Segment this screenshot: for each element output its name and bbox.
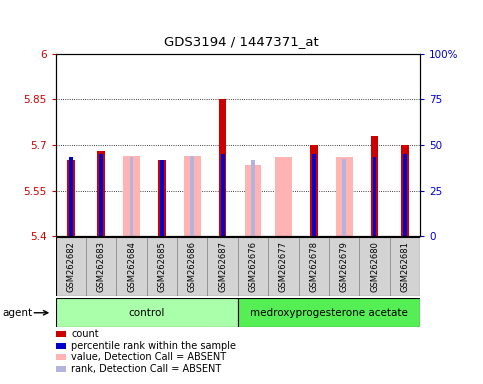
Bar xyxy=(86,237,116,296)
Bar xyxy=(177,237,208,296)
Bar xyxy=(298,237,329,296)
Bar xyxy=(221,154,225,236)
Bar xyxy=(116,237,147,296)
Text: GSM262683: GSM262683 xyxy=(97,241,106,292)
Bar xyxy=(238,237,268,296)
Bar xyxy=(342,159,346,236)
Bar xyxy=(268,237,298,296)
Text: GSM262684: GSM262684 xyxy=(127,241,136,292)
Bar xyxy=(67,160,74,236)
Bar xyxy=(371,136,378,236)
Text: medroxyprogesterone acetate: medroxyprogesterone acetate xyxy=(250,308,408,318)
Text: control: control xyxy=(128,308,165,318)
Text: GSM262680: GSM262680 xyxy=(370,241,379,292)
Text: GSM262687: GSM262687 xyxy=(218,241,227,292)
Text: percentile rank within the sample: percentile rank within the sample xyxy=(71,341,237,351)
Bar xyxy=(359,237,390,296)
Bar xyxy=(190,156,194,236)
Bar xyxy=(403,154,407,236)
Text: GSM262678: GSM262678 xyxy=(309,241,318,292)
Text: agent: agent xyxy=(2,308,32,318)
Bar xyxy=(184,156,200,236)
Bar xyxy=(312,154,316,236)
Text: GSM262686: GSM262686 xyxy=(188,241,197,292)
Bar xyxy=(373,157,376,236)
Bar xyxy=(310,145,318,236)
Bar xyxy=(130,157,133,236)
Text: GSM262677: GSM262677 xyxy=(279,241,288,292)
Bar xyxy=(275,157,292,236)
Bar xyxy=(336,157,353,236)
Text: GSM262676: GSM262676 xyxy=(249,241,257,292)
Bar xyxy=(390,237,420,296)
Bar xyxy=(56,298,238,327)
Bar xyxy=(401,145,409,236)
Bar xyxy=(123,156,140,236)
Bar xyxy=(99,154,103,236)
Bar xyxy=(147,237,177,296)
Bar xyxy=(329,237,359,296)
Bar xyxy=(251,160,255,236)
Bar xyxy=(98,151,105,236)
Text: rank, Detection Call = ABSENT: rank, Detection Call = ABSENT xyxy=(71,364,222,374)
Text: count: count xyxy=(71,329,99,339)
Text: value, Detection Call = ABSENT: value, Detection Call = ABSENT xyxy=(71,352,227,362)
Text: GSM262685: GSM262685 xyxy=(157,241,167,292)
Text: GDS3194 / 1447371_at: GDS3194 / 1447371_at xyxy=(164,35,319,48)
Bar xyxy=(245,165,261,236)
Bar xyxy=(238,298,420,327)
Text: GSM262682: GSM262682 xyxy=(66,241,75,292)
Bar xyxy=(219,99,227,236)
Bar xyxy=(160,160,164,236)
Bar xyxy=(158,160,166,236)
Bar xyxy=(69,157,72,236)
Bar xyxy=(208,237,238,296)
Text: GSM262681: GSM262681 xyxy=(400,241,410,292)
Text: GSM262679: GSM262679 xyxy=(340,241,349,292)
Bar xyxy=(56,237,86,296)
